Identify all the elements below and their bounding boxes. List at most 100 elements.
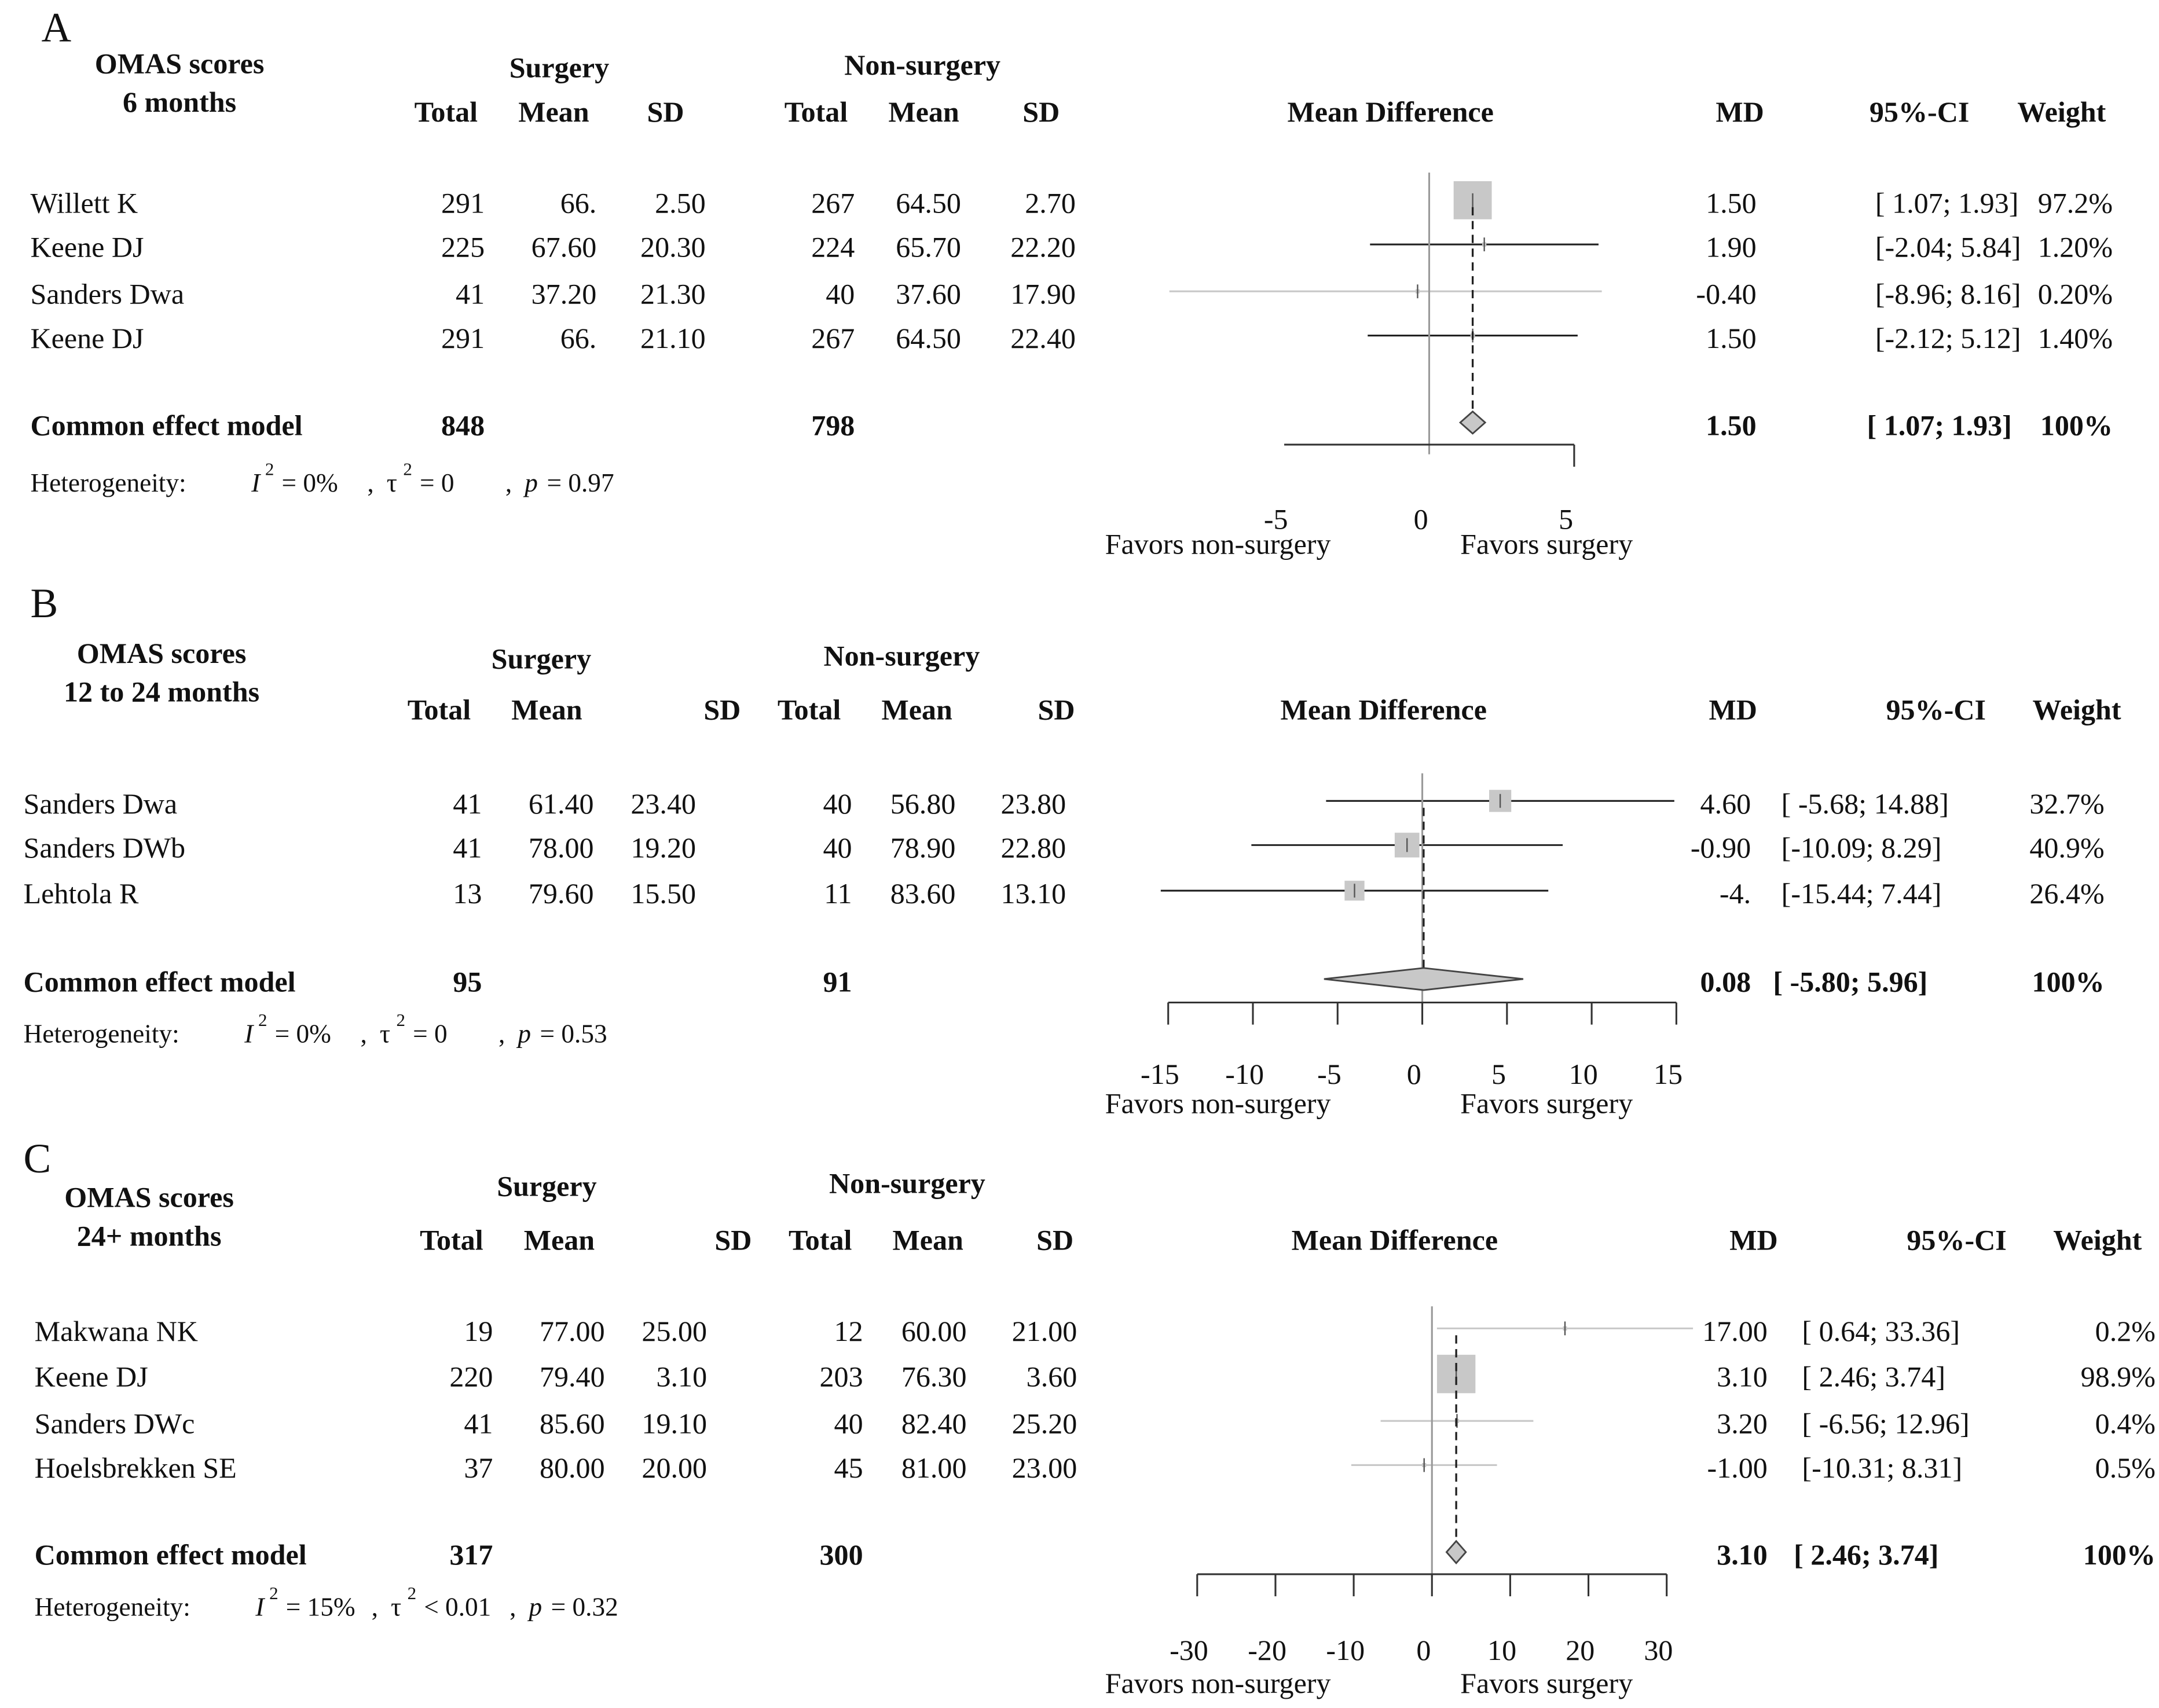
- col-header-mean-difference: Mean Difference: [1287, 96, 1493, 128]
- study-row: Keene DJ 225 67.60 20.30 224 65.70 22.20 1.90 [-…: [30, 231, 2113, 263]
- heterogeneity-label: Heterogeneity:: [24, 1020, 179, 1049]
- col-header-total: Total: [789, 1223, 852, 1256]
- favors-right-label: Favors surgery: [1460, 527, 1633, 560]
- surgery-sd: 3.10: [656, 1361, 707, 1393]
- surgery-mean: 66.: [560, 322, 597, 354]
- nonsurgery-mean: 76.30: [901, 1361, 967, 1393]
- col-header-weight: Weight: [2017, 96, 2106, 128]
- x-tick-label: -5: [1264, 503, 1288, 535]
- p-value: = 0.32: [551, 1592, 618, 1621]
- surgery-total: 291: [441, 186, 485, 219]
- surgery-total: 13: [453, 877, 482, 910]
- study-name: Keene DJ: [30, 322, 144, 354]
- surgery-sd: 15.50: [631, 877, 696, 910]
- surgery-mean: 79.40: [540, 1361, 605, 1393]
- superscript: 2: [396, 1010, 405, 1030]
- study-weight: 0.4%: [2095, 1408, 2156, 1440]
- superscript: 2: [258, 1010, 267, 1030]
- surgery-total: 220: [449, 1361, 493, 1393]
- col-header-weight: Weight: [2053, 1223, 2142, 1256]
- group2-header: Non-surgery: [823, 640, 980, 672]
- col-header-sd: SD: [1036, 1223, 1073, 1256]
- panel-subtitle: 24+ months: [77, 1219, 222, 1252]
- nonsurgery-mean: 64.50: [896, 186, 961, 219]
- nonsurgery-total: 224: [811, 231, 855, 263]
- nonsurgery-total: 267: [811, 322, 855, 354]
- study-md: -0.90: [1691, 831, 1751, 864]
- nonsurgery-sd: 22.80: [1001, 831, 1066, 864]
- favors-left-label: Favors non-surgery: [1105, 1087, 1331, 1119]
- surgery-total: 41: [453, 831, 482, 864]
- surgery-mean: 66.: [560, 186, 597, 219]
- nonsurgery-mean: 56.80: [890, 787, 956, 820]
- nonsurgery-total: 267: [811, 186, 855, 219]
- col-header-mean: Mean: [881, 694, 952, 726]
- nonsurgery-sd: 22.20: [1010, 231, 1076, 263]
- pooled-ci: [ -5.80; 5.96]: [1773, 965, 1927, 998]
- surgery-mean: 77.00: [540, 1315, 605, 1347]
- col-header-ci: 95%-CI: [1907, 1223, 2007, 1256]
- favors-left-label: Favors non-surgery: [1105, 527, 1331, 560]
- nonsurgery-sd: 2.70: [1025, 186, 1076, 219]
- study-weight: 32.7%: [2029, 787, 2104, 820]
- col-header-md: MD: [1716, 96, 1764, 128]
- heterogeneity-label: Heterogeneity:: [30, 468, 186, 497]
- col-header-mean: Mean: [518, 96, 589, 128]
- pooled-row: Common effect model 317 300 3.10 [ 2.46; 3.7…: [35, 1538, 2156, 1571]
- col-header-md: MD: [1729, 1223, 1777, 1256]
- tau2-value: = 0: [413, 1020, 448, 1049]
- i2-value: = 15%: [286, 1592, 355, 1621]
- tau2-value: = 0: [420, 468, 454, 497]
- pooled-weight: 100%: [2032, 965, 2105, 998]
- surgery-total: 291: [441, 322, 485, 354]
- group1-header: Surgery: [492, 642, 591, 675]
- col-header-total: Total: [785, 96, 848, 128]
- surgery-total: 37: [464, 1452, 493, 1484]
- study-row: Keene DJ 220 79.40 3.10 203 76.30 3.60 3.10 [ 2.…: [35, 1354, 2156, 1394]
- x-tick-label: 10: [1487, 1634, 1516, 1666]
- pooled-ci: [ 2.46; 3.74]: [1794, 1538, 1938, 1571]
- nonsurgery-total: 40: [823, 831, 852, 864]
- x-tick-label: 10: [1569, 1058, 1598, 1090]
- x-tick-label: -30: [1170, 1634, 1208, 1666]
- study-name: Lehtola R: [24, 877, 139, 910]
- panel-subtitle: 12 to 24 months: [64, 676, 259, 708]
- nonsurgery-sd: 21.00: [1012, 1315, 1077, 1347]
- x-tick-label: 20: [1566, 1634, 1594, 1666]
- pooled-nonsurgery-total: 798: [811, 409, 855, 441]
- study-ci: [ -5.68; 14.88]: [1782, 787, 1949, 820]
- nonsurgery-mean: 64.50: [896, 322, 961, 354]
- group1-header: Surgery: [497, 1170, 596, 1202]
- surgery-sd: 23.40: [631, 787, 696, 820]
- study-row: Sanders Dwa 41 37.20 21.30 40 37.60 17.90 -0.40…: [30, 278, 2113, 310]
- i2-value: = 0%: [282, 468, 338, 497]
- study-weight: 26.4%: [2029, 877, 2104, 910]
- nonsurgery-total: 45: [834, 1452, 863, 1484]
- study-name: Hoelsbrekken SE: [35, 1452, 237, 1484]
- nonsurgery-sd: 22.40: [1010, 322, 1076, 354]
- nonsurgery-total: 40: [823, 787, 852, 820]
- study-ci: [-10.09; 8.29]: [1782, 831, 1942, 864]
- p-symbol: p: [516, 1020, 531, 1049]
- separator: ,: [372, 1592, 378, 1621]
- nonsurgery-mean: 81.00: [901, 1452, 967, 1484]
- x-tick-label: 30: [1644, 1634, 1673, 1666]
- group1-header: Surgery: [509, 52, 609, 84]
- nonsurgery-sd: 25.20: [1012, 1408, 1077, 1440]
- tau2-symbol: τ: [380, 1020, 390, 1049]
- study-md: -4.: [1720, 877, 1751, 910]
- favors-right-label: Favors surgery: [1460, 1667, 1633, 1699]
- surgery-sd: 19.10: [642, 1408, 707, 1440]
- x-tick-label: -10: [1326, 1634, 1365, 1666]
- study-row: Lehtola R 13 79.60 15.50 11 83.60 13.10 -4. [-15…: [24, 877, 2105, 910]
- study-md: 3.10: [1717, 1361, 1768, 1393]
- pooled-label: Common effect model: [24, 965, 296, 998]
- nonsurgery-total: 11: [824, 877, 852, 910]
- study-weight: 97.2%: [2038, 186, 2113, 219]
- nonsurgery-mean: 60.00: [901, 1315, 967, 1347]
- surgery-mean: 80.00: [540, 1452, 605, 1484]
- study-row: Makwana NK 19 77.00 25.00 12 60.00 21.00 17.00 […: [35, 1315, 2156, 1347]
- nonsurgery-sd: 17.90: [1010, 278, 1076, 310]
- study-md: 1.90: [1706, 231, 1757, 263]
- panel-title: OMAS scores: [95, 47, 265, 79]
